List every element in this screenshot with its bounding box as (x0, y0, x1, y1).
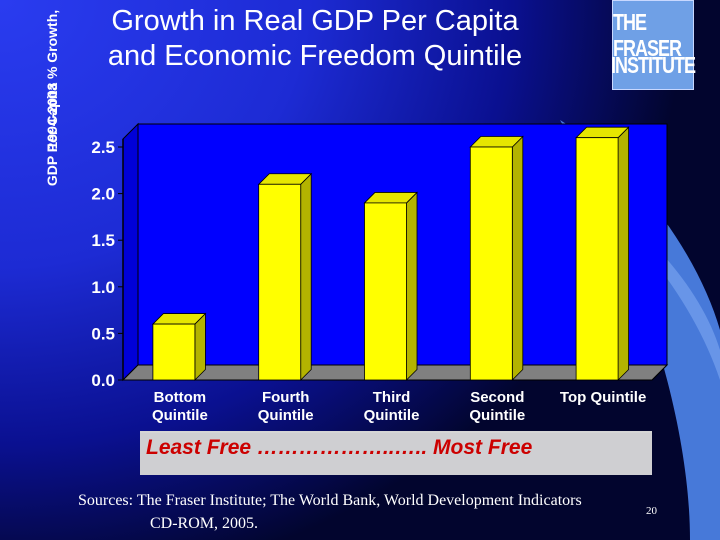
bar-front (575, 137, 619, 381)
bar-side (194, 312, 206, 381)
y-axis: 0.0 0.5 1.0 1.5 2.0 2.5 (91, 138, 124, 390)
title-line-2: and Economic Freedom Quintile (107, 40, 523, 72)
bar-front (364, 202, 407, 381)
bars (151, 126, 630, 381)
y-tick-label: 1.0 (91, 278, 115, 297)
x-tick-label-line: Fourth (262, 389, 309, 406)
bar (363, 191, 418, 381)
sources-line-2: CD-ROM, 2005. (150, 515, 259, 532)
bar (575, 126, 630, 381)
x-tick-label-line: Second (470, 389, 524, 406)
slide-number: 20 (646, 505, 657, 517)
logo-text-line-2: INSTITUTE (611, 52, 696, 78)
bar-front (469, 146, 513, 381)
x-tick-label: Bottom Quintile (152, 389, 208, 424)
bar-side (300, 172, 312, 381)
x-tick-label-line: Quintile (364, 407, 420, 424)
y-tick-label: 0.0 (91, 371, 115, 390)
x-tick-label-line: Quintile (258, 407, 314, 424)
logo-text-line-1: THE FRASER (613, 9, 682, 61)
x-tick-label-line: Top Quintile (560, 389, 646, 406)
y-tick-label: 1.5 (91, 231, 115, 250)
y-tick-label: 0.5 (91, 324, 115, 343)
bar (469, 135, 524, 381)
bar-side (617, 126, 629, 381)
fraser-institute-logo: THE FRASER INSTITUTE (611, 0, 696, 90)
x-tick-label-line: Quintile (469, 407, 525, 424)
x-tick-label-line: Bottom (154, 389, 207, 406)
bar (257, 172, 313, 381)
freedom-scale-band (140, 431, 652, 475)
sources-note: Sources: The Fraser Institute; The World… (78, 489, 582, 535)
sources-line-1: Sources: The Fraser Institute; The World… (78, 492, 582, 509)
x-tick-label: Second Quintile (469, 389, 525, 424)
title-line-1: Growth in Real GDP Per Capita (111, 5, 519, 37)
bar-front (152, 323, 196, 381)
y-tick-label: 2.0 (91, 185, 115, 204)
x-tick-label-line: Quintile (152, 407, 208, 424)
x-tick-label: Third Quintile (364, 389, 420, 424)
bar-front (258, 183, 302, 381)
y-tick-label: 2.5 (91, 138, 115, 157)
slide-title: Growth in Real GDP Per Capita and Econom… (0, 4, 630, 74)
x-tick-label: Top Quintile (560, 389, 646, 406)
bar (151, 312, 207, 381)
x-tick-label-line: Third (373, 389, 411, 406)
plot-side-wall (122, 122, 139, 382)
bar-side (511, 135, 524, 381)
least-most-free-label: Least Free ………………..….. Most Free (146, 436, 533, 459)
bar-side (406, 191, 418, 381)
x-tick-label: Fourth Quintile (258, 389, 314, 424)
